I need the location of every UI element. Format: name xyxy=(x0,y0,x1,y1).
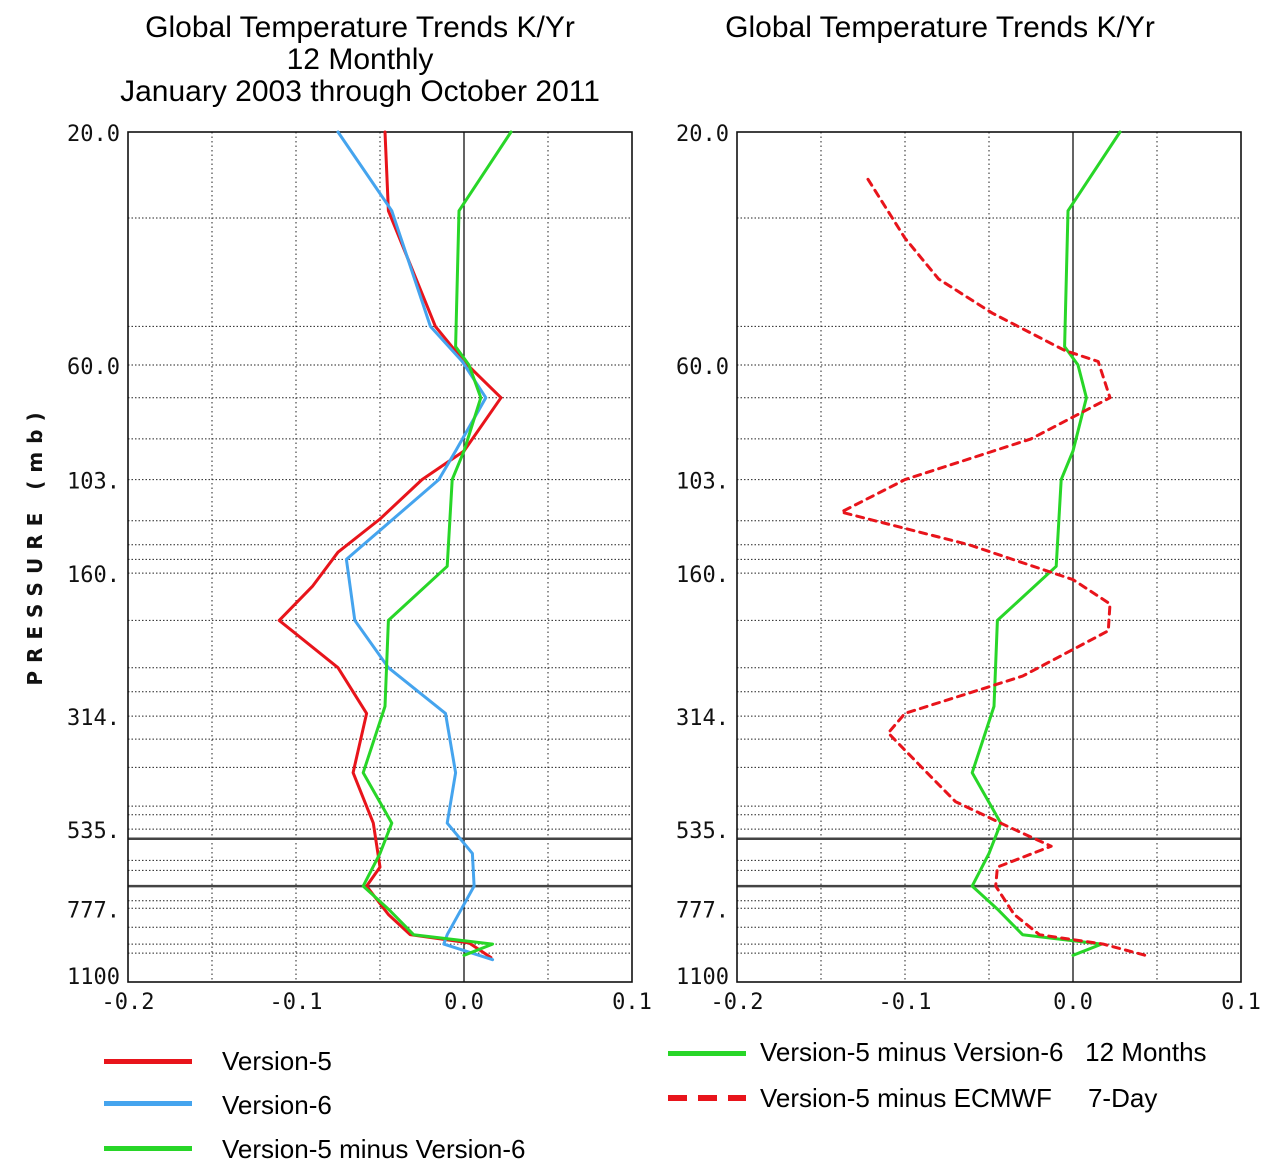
left-chart-title-line-2: 12 Monthly xyxy=(286,43,434,76)
right-x-tick-label: 0.0 xyxy=(1053,990,1093,1010)
left-y-tick-label: 60.0 xyxy=(67,355,120,380)
legend-line-v5-minus-v6 xyxy=(104,1146,192,1151)
left-chart-title-line-3: January 2003 through October 2011 xyxy=(120,75,600,108)
left-x-tick-label: 0.1 xyxy=(612,990,652,1010)
left-chart-title-line-1: Global Temperature Trends K/Yr xyxy=(145,11,575,44)
left-series-line-2 xyxy=(361,130,513,957)
left-y-tick-label: 777. xyxy=(67,898,120,923)
legend-line-version-5 xyxy=(104,1059,192,1064)
right-y-tick-label: 60.0 xyxy=(676,355,729,380)
left-x-tick-label: -0.1 xyxy=(270,990,323,1010)
right-x-tick-label: 0.1 xyxy=(1221,990,1261,1010)
right-chart: 20.0 60.0 103. 160. 314. 535. 777. 1100-0.2 -0.1… xyxy=(676,122,1261,1010)
left-y-axis-label: PRESSURE (mb) xyxy=(23,404,47,685)
right-y-tick-label: 777. xyxy=(676,898,729,923)
right-y-tick-label: 20.0 xyxy=(676,122,729,147)
left-series-line-1 xyxy=(336,130,495,962)
legend-line-version-6 xyxy=(104,1101,192,1106)
legend-label-right-red: Version-5 minus ECMWF 7-Day xyxy=(760,1083,1158,1113)
legend-label-right-green: Version-5 minus Version-6 12 Months xyxy=(760,1037,1207,1067)
legend-label-version-6: Version-6 xyxy=(222,1090,332,1120)
legend-label-v5-minus-v6: Version-5 minus Version-6 xyxy=(222,1134,526,1164)
right-y-tick-label: 535. xyxy=(676,819,729,844)
right-plot-frame xyxy=(736,131,1242,983)
right-x-tick-label: -0.1 xyxy=(879,990,932,1010)
legend-line-right-green xyxy=(668,1051,746,1056)
left-y-tick-label: 20.0 xyxy=(67,122,120,147)
left-y-tick-label: 103. xyxy=(67,470,120,495)
right-series-line-0 xyxy=(970,130,1122,957)
right-series-line-1 xyxy=(839,177,1147,957)
right-y-tick-label: 103. xyxy=(676,470,729,495)
left-y-tick-label: 535. xyxy=(67,819,120,844)
left-x-tick-label: 0.0 xyxy=(444,990,484,1010)
left-y-tick-label: 1100 xyxy=(67,965,120,990)
legend-line-right-red-dashed xyxy=(668,1095,746,1101)
right-x-tick-label: -0.2 xyxy=(711,990,764,1010)
left-series-line-0 xyxy=(277,130,503,959)
right-y-tick-label: 160. xyxy=(676,563,729,588)
right-y-tick-label: 314. xyxy=(676,706,729,731)
left-x-tick-label: -0.2 xyxy=(102,990,155,1010)
left-plot-frame xyxy=(127,131,633,983)
legend-label-version-5: Version-5 xyxy=(222,1046,332,1076)
left-chart: 20.0 60.0 103. 160. 314. 535. 777. 1100-0.2 -0.1… xyxy=(23,122,652,1010)
right-y-tick-label: 1100 xyxy=(676,965,729,990)
left-y-tick-label: 314. xyxy=(67,706,120,731)
left-y-tick-label: 160. xyxy=(67,563,120,588)
right-chart-title: Global Temperature Trends K/Yr xyxy=(725,11,1155,44)
